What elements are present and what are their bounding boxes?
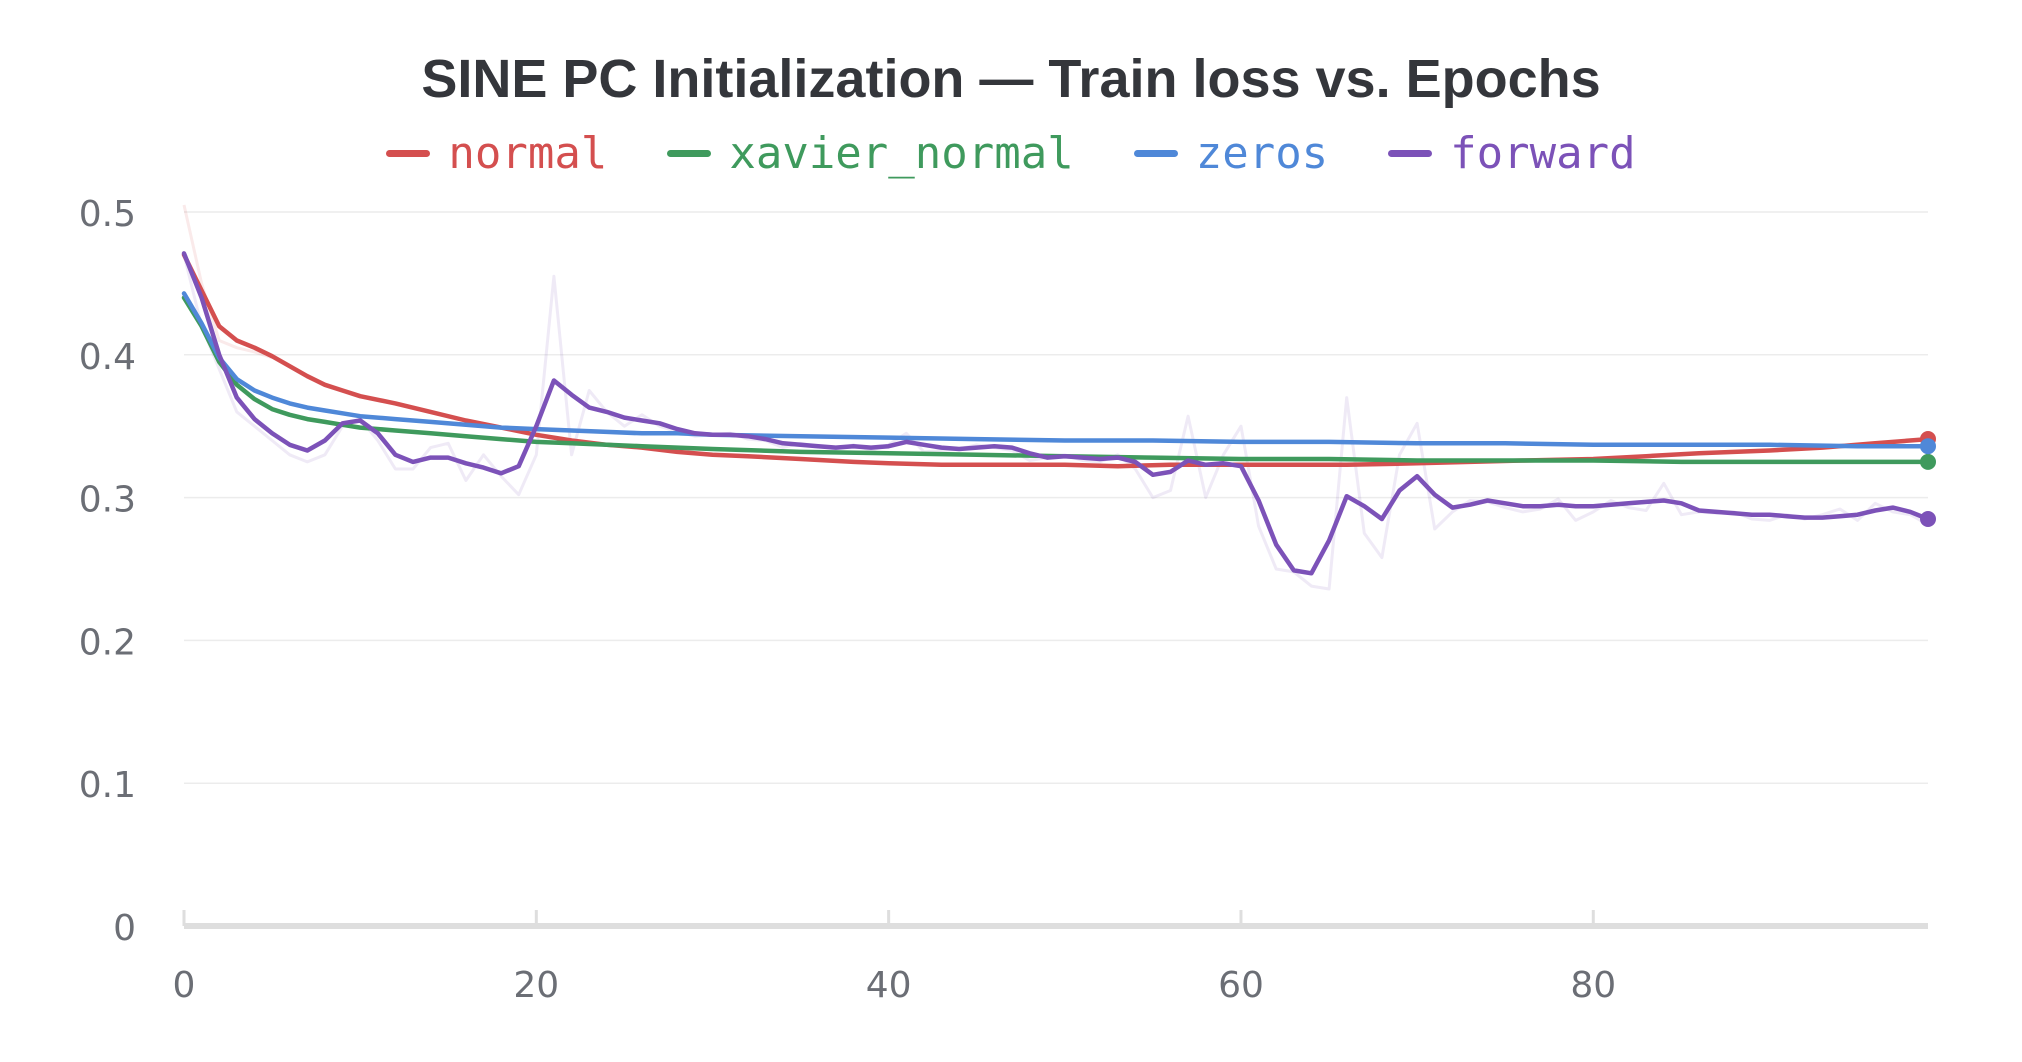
end-marker-xavier-normal	[1920, 453, 1936, 470]
legend-label-forward: forward	[1450, 128, 1636, 179]
axes	[182, 910, 1928, 929]
tick-labels: 0 0.1 0.2 0.3 0.4 0.5 0 20 40 60 80	[79, 194, 1616, 1006]
x-tick-label-0: 0	[173, 965, 196, 1006]
legend-label-xavier-normal: xavier_normal	[729, 128, 1074, 179]
grid-lines	[184, 211, 1928, 784]
series-line-forward	[181, 251, 1931, 576]
y-tick-label-0-2: 0.2	[79, 622, 136, 663]
x-tick-label-40: 40	[866, 965, 912, 1006]
y-tick-label-0: 0	[113, 908, 136, 949]
legend-label-zeros: zeros	[1195, 128, 1329, 179]
end-marker-forward	[1920, 511, 1936, 528]
end-markers	[1920, 431, 1936, 528]
y-tick-label-0-5: 0.5	[79, 194, 136, 235]
x-tick-label-80: 80	[1570, 965, 1616, 1006]
series-line-xavier-normal	[181, 295, 1931, 465]
y-tick-label-0-4: 0.4	[79, 337, 136, 378]
legend-item-zeros[interactable]: zeros	[1133, 128, 1329, 179]
legend-swatch-xavier-normal	[667, 150, 712, 157]
legend-item-forward[interactable]: forward	[1388, 128, 1636, 179]
legend-swatch-zeros	[1133, 150, 1178, 157]
chart-title: SINE PC Initialization — Train loss vs. …	[421, 49, 1601, 109]
raw-series-traces	[182, 204, 1929, 591]
legend: normal xavier_normal zeros forward	[0, 128, 2022, 179]
series-line-zeros	[181, 291, 1931, 449]
x-tick-label-20: 20	[513, 965, 559, 1006]
legend-item-xavier-normal[interactable]: xavier_normal	[667, 128, 1074, 179]
legend-swatch-forward	[1388, 150, 1433, 157]
legend-label-normal: normal	[448, 128, 608, 179]
legend-swatch-normal	[386, 150, 431, 157]
x-tick-label-60: 60	[1218, 965, 1264, 1006]
legend-item-normal[interactable]: normal	[386, 128, 607, 179]
series-lines	[181, 251, 1931, 576]
y-tick-label-0-3: 0.3	[79, 480, 136, 521]
end-marker-zeros	[1920, 438, 1936, 455]
y-tick-label-0-1: 0.1	[79, 765, 136, 806]
raw-series-line-normal	[182, 204, 273, 360]
